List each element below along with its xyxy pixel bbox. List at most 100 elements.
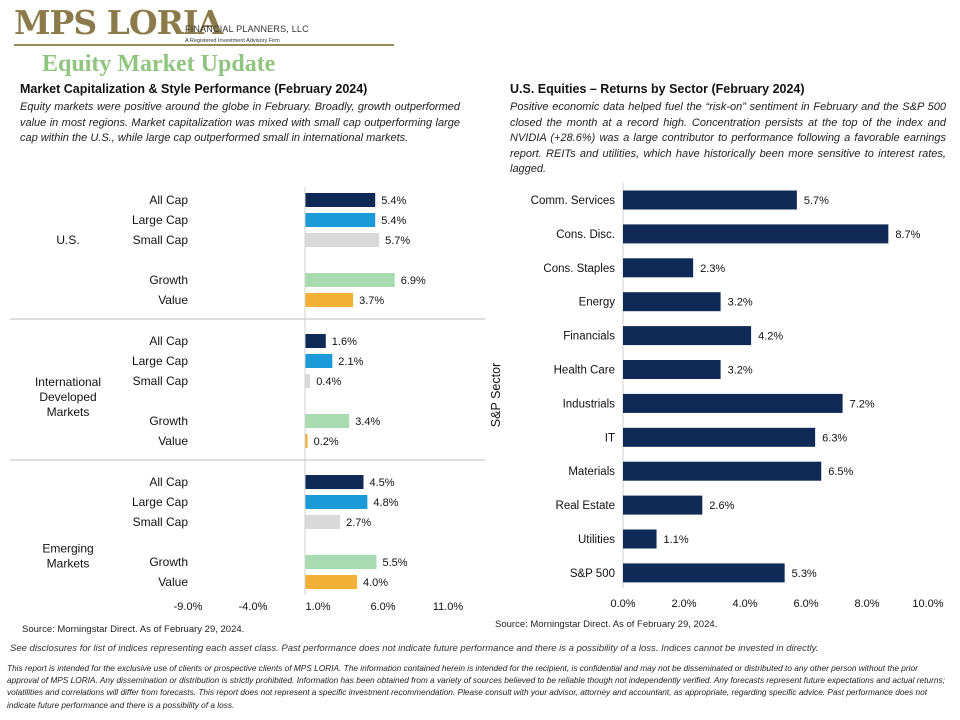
disclosure-text: See disclosures for list of indices repr… — [10, 643, 819, 654]
bar-category-label: Growth — [149, 414, 188, 428]
x-tick-label: 2.0% — [671, 598, 696, 610]
bar-value-label: 4.0% — [363, 577, 388, 589]
group-label: U.S. — [56, 233, 79, 247]
bar-category-label: Value — [158, 293, 188, 307]
x-tick-label: 6.0% — [370, 601, 395, 613]
group-label-line: U.S. — [56, 233, 79, 247]
sector-value-label: 1.1% — [664, 534, 689, 546]
bar-value-label: 5.7% — [385, 235, 410, 247]
bar-growth — [305, 273, 395, 287]
x-tick-label: 8.0% — [854, 598, 879, 610]
sector-value-label: 2.6% — [709, 500, 734, 512]
right-section-title: U.S. Equities – Returns by Sector (Febru… — [510, 82, 805, 96]
left-section-description: Equity markets were positive around the … — [20, 101, 460, 144]
left-section-title: Market Capitalization & Style Performanc… — [20, 82, 368, 96]
sector-category-label: Health Care — [554, 365, 615, 377]
bar-value — [305, 293, 354, 307]
bar-value-label: 4.8% — [373, 497, 398, 509]
brand-tagline: FINANCIAL PLANNERS, LLC — [185, 24, 309, 34]
sector-value-label: 5.3% — [792, 568, 817, 580]
x-tick-label: 11.0% — [433, 601, 464, 613]
group-label: Emerging Markets — [42, 542, 93, 571]
bar-all-cap — [305, 475, 364, 489]
sector-value-label: 5.7% — [804, 195, 829, 207]
sector-bar — [623, 190, 797, 210]
sector-category-label: Industrials — [563, 398, 616, 410]
sector-bar — [623, 224, 889, 244]
bar-category-label: Small Cap — [133, 515, 189, 529]
bar-category-label: Small Cap — [133, 374, 189, 388]
bar-small-cap — [305, 374, 311, 388]
sector-category-label: Financials — [563, 331, 615, 343]
y-axis-title: S&P Sector — [489, 363, 503, 427]
bar-value-label: 5.4% — [381, 215, 406, 227]
x-tick-label: 1.0% — [305, 601, 330, 613]
sector-value-label: 3.2% — [728, 297, 753, 309]
sector-category-label: Cons. Staples — [543, 263, 615, 275]
bar-category-label: All Cap — [149, 334, 188, 348]
fine-print: This report is intended for the exclusiv… — [7, 663, 945, 710]
bar-category-label: Growth — [149, 555, 188, 569]
sector-value-label: 6.3% — [822, 432, 847, 444]
group-label-line: Markets — [47, 405, 90, 419]
bar-value-label: 5.4% — [381, 195, 406, 207]
brand-subtitle: A Registered Investment Advisory Firm — [185, 38, 280, 44]
x-tick-label: -9.0% — [174, 601, 203, 613]
bar-all-cap — [305, 193, 376, 207]
brand-name: MPS LORIA — [14, 3, 223, 42]
group-label-line: Developed — [39, 390, 96, 404]
sector-bar — [623, 393, 843, 413]
sector-value-label: 4.2% — [758, 331, 783, 343]
sector-category-label: IT — [605, 432, 615, 444]
bar-value-label: 3.7% — [359, 295, 384, 307]
group-label-line: International — [35, 375, 101, 389]
sector-value-label: 7.2% — [850, 398, 875, 410]
group-label-line: Emerging — [42, 542, 93, 556]
bar-growth — [305, 555, 377, 569]
x-tick-label: 4.0% — [732, 598, 757, 610]
bar-value-label: 4.5% — [370, 477, 395, 489]
bar-large-cap — [305, 213, 376, 227]
bar-category-label: Small Cap — [133, 233, 189, 247]
bar-value-label: 3.4% — [355, 416, 380, 428]
bar-value — [305, 434, 308, 448]
bar-value-label: 0.4% — [316, 376, 341, 388]
right-section-description: Positive economic data helped fuel the “… — [510, 101, 946, 175]
sector-category-label: Real Estate — [556, 500, 615, 512]
sector-bar — [623, 529, 657, 549]
bar-value-label: 5.5% — [383, 557, 408, 569]
x-tick-label: 10.0% — [912, 598, 943, 610]
bar-category-label: Value — [158, 434, 188, 448]
sector-value-label: 2.3% — [700, 263, 725, 275]
right-chart-source: Source: Morningstar Direct. As of Februa… — [495, 619, 718, 630]
bar-category-label: Large Cap — [132, 495, 188, 509]
bar-value-label: 6.9% — [401, 275, 426, 287]
market-cap-style-chart: All Cap 5.4% Large Cap 5.4% Small Cap 5.7% Gro… — [10, 187, 485, 613]
bar-category-label: Large Cap — [132, 354, 188, 368]
sector-category-label: S&P 500 — [570, 568, 615, 580]
sector-bar — [623, 461, 822, 481]
sector-category-label: Utilities — [578, 534, 615, 546]
group-label-line: Markets — [47, 557, 90, 571]
sector-returns-chart: Comm. Services 5.7% Cons. Disc. 8.7% Cons. S… — [489, 183, 944, 610]
sector-value-label: 3.2% — [728, 365, 753, 377]
bar-value — [305, 575, 357, 589]
page-title: Equity Market Update — [42, 51, 276, 77]
bar-value-label: 2.1% — [338, 356, 363, 368]
left-chart-source: Source: Morningstar Direct. As of Februa… — [22, 624, 245, 635]
group-label: International Developed Markets — [35, 375, 101, 419]
x-tick-label: 0.0% — [610, 598, 635, 610]
sector-category-label: Comm. Services — [531, 195, 616, 207]
sector-bar — [623, 427, 816, 447]
bar-category-label: Value — [158, 575, 188, 589]
sector-category-label: Materials — [568, 466, 615, 478]
sector-bar — [623, 292, 721, 312]
sector-bar — [623, 360, 721, 379]
sector-bar — [623, 563, 785, 583]
x-tick-label: -4.0% — [239, 601, 268, 613]
sector-value-label: 8.7% — [895, 229, 920, 241]
sector-bar — [623, 495, 703, 515]
bar-category-label: Growth — [149, 273, 188, 287]
bar-category-label: Large Cap — [132, 213, 188, 227]
x-tick-label: 6.0% — [793, 598, 818, 610]
